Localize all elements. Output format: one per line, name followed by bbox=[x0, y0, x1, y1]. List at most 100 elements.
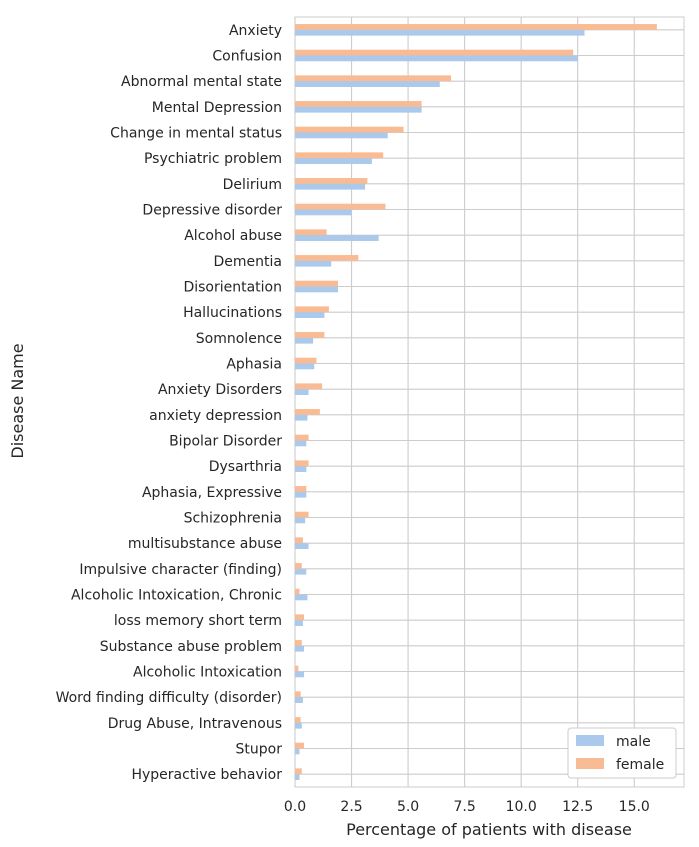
y-tick-label: loss memory short term bbox=[114, 613, 282, 629]
bar-male bbox=[295, 363, 315, 370]
bar-female bbox=[295, 511, 309, 518]
bar-male bbox=[295, 158, 372, 164]
y-tick-label: Dysarthria bbox=[209, 459, 282, 475]
bar-male bbox=[295, 645, 305, 652]
bar-male bbox=[295, 209, 352, 216]
y-tick-label: Stupor bbox=[236, 742, 283, 758]
bar-female bbox=[295, 306, 329, 313]
y-tick-label: Anxiety bbox=[229, 23, 282, 39]
bar-female bbox=[295, 486, 307, 492]
legend-swatch-male bbox=[576, 735, 604, 746]
bar-female bbox=[295, 614, 305, 621]
bar-male bbox=[295, 106, 422, 113]
bar-female bbox=[295, 203, 386, 210]
y-tick-label: Bipolar Disorder bbox=[169, 434, 282, 450]
bar-female bbox=[295, 101, 422, 107]
bar-male bbox=[295, 260, 332, 267]
bar-male bbox=[295, 466, 307, 472]
y-tick-label: Somnolence bbox=[196, 331, 282, 347]
y-axis-title: Disease Name bbox=[8, 343, 27, 458]
bar-female bbox=[295, 357, 317, 364]
bar-male bbox=[295, 620, 303, 626]
bar-male bbox=[295, 337, 314, 344]
bar-male bbox=[295, 568, 307, 575]
y-tick-label: Confusion bbox=[212, 49, 282, 65]
bar-female bbox=[295, 588, 300, 595]
y-tick-label: Substance abuse problem bbox=[100, 639, 282, 655]
y-tick-label: Schizophrenia bbox=[184, 511, 282, 527]
bar-female bbox=[295, 434, 309, 441]
bar-female bbox=[295, 742, 305, 749]
y-tick-label: Aphasia bbox=[226, 357, 282, 373]
bar-female bbox=[295, 280, 338, 287]
bar-female bbox=[295, 563, 302, 569]
bar-female bbox=[295, 640, 302, 646]
bar-male bbox=[295, 517, 306, 524]
bar-female bbox=[295, 229, 327, 236]
y-tick-label: Change in mental status bbox=[110, 126, 282, 142]
y-tick-label: Hallucinations bbox=[183, 305, 282, 321]
y-tick-label: Aphasia, Expressive bbox=[142, 485, 282, 501]
x-axis-title: Percentage of patients with disease bbox=[346, 820, 632, 839]
bar-male bbox=[295, 312, 325, 318]
bar-male bbox=[295, 81, 440, 87]
bar-male bbox=[295, 543, 309, 549]
y-tick-label: Drug Abuse, Intravenous bbox=[108, 716, 282, 732]
legend: male female bbox=[567, 727, 677, 779]
y-tick-label: Dementia bbox=[214, 254, 282, 270]
y-tick-label: Anxiety Disorders bbox=[158, 382, 282, 398]
x-tick-label: 15.0 bbox=[619, 799, 650, 815]
y-tick-labels: Anxiety Confusion Abnormal mental state Men… bbox=[56, 23, 283, 783]
y-tick-label: Psychiatric problem bbox=[144, 151, 282, 167]
bar-male bbox=[295, 389, 309, 395]
legend-label-male: male bbox=[616, 734, 651, 750]
bar-female bbox=[295, 768, 302, 775]
bar-female bbox=[295, 152, 384, 159]
legend-label-female: female bbox=[616, 757, 664, 773]
y-tick-label: anxiety depression bbox=[149, 408, 282, 424]
x-tick-labels: 0.0 2.5 5.0 7.5 10.0 12.5 15.0 bbox=[284, 799, 650, 815]
y-tick-label: Alcoholic Intoxication, Chronic bbox=[71, 588, 282, 604]
bar-female bbox=[295, 75, 452, 82]
y-tick-label: Word finding difficulty (disorder) bbox=[56, 690, 282, 706]
bar-female bbox=[295, 665, 299, 672]
y-tick-label: Depressive disorder bbox=[142, 203, 282, 219]
bars bbox=[295, 24, 657, 780]
plot-area bbox=[294, 16, 685, 788]
bar-male bbox=[295, 697, 303, 703]
bar-male bbox=[295, 671, 305, 678]
bar-female bbox=[295, 126, 404, 133]
y-tick-label: Alcohol abuse bbox=[184, 228, 282, 244]
x-tick-label: 10.0 bbox=[506, 799, 537, 815]
bar-male bbox=[295, 55, 578, 62]
bar-male bbox=[295, 594, 308, 601]
y-tick-label: Delirium bbox=[223, 177, 282, 193]
x-tick-label: 12.5 bbox=[562, 799, 593, 815]
bar-female bbox=[295, 383, 323, 390]
bar-female bbox=[295, 49, 574, 56]
bar-male bbox=[295, 491, 307, 498]
bar-male bbox=[295, 440, 307, 447]
x-tick-label: 7.5 bbox=[453, 799, 475, 815]
bar-male bbox=[295, 774, 300, 780]
y-tick-label: Alcoholic Intoxication bbox=[133, 665, 282, 681]
bar-female bbox=[295, 691, 301, 698]
bar-male bbox=[295, 132, 388, 139]
bar-male bbox=[295, 722, 302, 729]
bar-female bbox=[295, 332, 325, 338]
bar-female bbox=[295, 24, 657, 30]
y-tick-label: Impulsive character (finding) bbox=[79, 562, 282, 578]
bar-female bbox=[295, 537, 303, 544]
bar-female bbox=[295, 178, 368, 184]
x-tick-label: 2.5 bbox=[340, 799, 362, 815]
bar-female bbox=[295, 717, 301, 723]
x-tick-label: 5.0 bbox=[397, 799, 419, 815]
bar-female bbox=[295, 409, 320, 415]
bar-female bbox=[295, 460, 309, 467]
bar-male bbox=[295, 29, 585, 36]
bar-male bbox=[295, 183, 366, 190]
bar-male bbox=[295, 414, 308, 421]
y-tick-label: Disorientation bbox=[183, 280, 282, 296]
legend-swatch-female bbox=[576, 758, 604, 769]
